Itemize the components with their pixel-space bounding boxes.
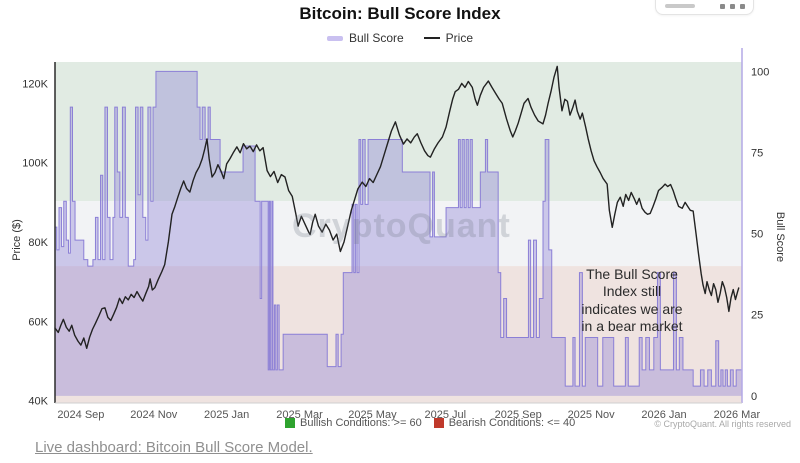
x-tick-label: 2025 Sep bbox=[495, 409, 542, 421]
menu-icon[interactable] bbox=[730, 4, 735, 9]
legend-item-bull-score[interactable]: Bull Score bbox=[326, 31, 404, 45]
toolbar-icons[interactable] bbox=[720, 4, 745, 9]
bearish-square-icon bbox=[433, 418, 444, 428]
x-tick-label: 2024 Sep bbox=[57, 409, 104, 421]
price-line bbox=[54, 65, 740, 349]
chart-toolbar[interactable] bbox=[655, 0, 754, 15]
menu-icon[interactable] bbox=[720, 4, 725, 9]
conditions-legend: Bullish Conditions: >= 60 Bearish Condit… bbox=[285, 417, 575, 429]
right-axis-title: Bull Score bbox=[774, 211, 786, 263]
right-tick-label: 50 bbox=[751, 229, 763, 241]
page-title: Bitcoin: Bull Score Index bbox=[299, 4, 501, 23]
bull-score-area bbox=[55, 71, 742, 396]
legend-label: Price bbox=[445, 31, 474, 45]
bearish-condition: Bearish Conditions: <= 40 bbox=[433, 417, 576, 429]
x-tick-label: 2026 Jan bbox=[641, 409, 686, 421]
legend-label: Bull Score bbox=[348, 31, 404, 45]
bull-score-line bbox=[55, 70, 742, 387]
left-tick-label: 80K bbox=[28, 237, 48, 249]
right-tick-label: 75 bbox=[751, 148, 763, 160]
x-tick-label: 2025 Jan bbox=[204, 409, 249, 421]
bullish-condition-label: Bullish Conditions: >= 60 bbox=[300, 417, 422, 429]
left-axis-title: Price ($) bbox=[11, 219, 23, 261]
copyright-notice: © CryptoQuant. All rights reserved bbox=[654, 419, 791, 429]
bullish-condition: Bullish Conditions: >= 60 bbox=[285, 417, 422, 429]
x-tick-label: 2025 Nov bbox=[568, 409, 616, 421]
toolbar-label-placeholder bbox=[665, 4, 695, 8]
right-tick-label: 25 bbox=[751, 310, 763, 322]
left-tick-label: 40K bbox=[28, 396, 48, 408]
bullish-square-icon bbox=[285, 418, 295, 428]
band-bearish-zone bbox=[55, 266, 742, 403]
left-tick-label: 100K bbox=[22, 158, 48, 170]
x-tick-label: 2026 Mar bbox=[714, 409, 761, 421]
left-tick-label: 120K bbox=[22, 78, 48, 90]
x-tick-label: 2024 Nov bbox=[130, 409, 178, 421]
x-tick-label: 2025 May bbox=[348, 409, 397, 421]
right-tick-label: 0 bbox=[751, 391, 757, 403]
live-dashboard-link[interactable]: Live dashboard: Bitcoin Bull Score Model… bbox=[35, 439, 313, 456]
bull-score-swatch-icon bbox=[326, 35, 343, 41]
legend-item-price[interactable]: Price bbox=[423, 31, 474, 45]
bearish-condition-label: Bearish Conditions: <= 40 bbox=[448, 417, 576, 429]
price-swatch-icon bbox=[423, 37, 440, 39]
left-tick-label: 60K bbox=[28, 316, 48, 328]
menu-icon[interactable] bbox=[740, 4, 745, 9]
chart-legend: Bull Score Price bbox=[0, 31, 800, 45]
right-tick-label: 100 bbox=[751, 66, 769, 78]
bear-market-annotation: The Bull Score Index still indicates we … bbox=[581, 266, 683, 335]
